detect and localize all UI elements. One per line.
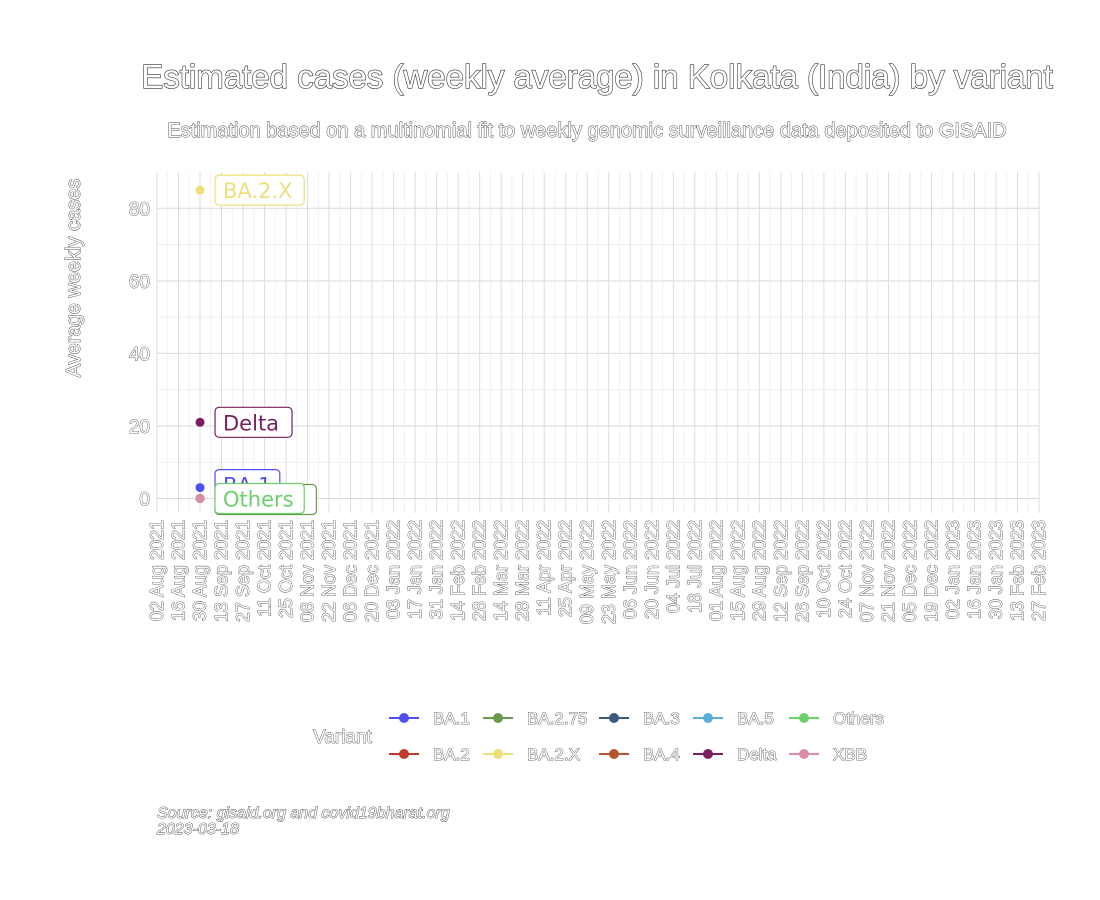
x-tick-label: 16 Jan 2023 xyxy=(964,520,984,619)
data-point-ba-2-x xyxy=(195,185,205,195)
x-tick-label: 07 Nov 2022 xyxy=(857,520,877,622)
legend-label: BA.2.75 xyxy=(527,709,588,728)
x-tick-label: 02 Aug 2021 xyxy=(147,520,167,621)
y-tick-label: 40 xyxy=(129,344,150,365)
x-tick-label: 15 Aug 2022 xyxy=(728,520,748,621)
legend-label: BA.1 xyxy=(433,709,470,728)
data-labels: BA.2.XDeltaBA.1BA.2.75Others xyxy=(214,174,318,516)
x-tick-label: 23 May 2022 xyxy=(599,520,619,624)
legend-item-ba-2: BA.2 xyxy=(389,745,470,764)
x-tick-label: 17 Jan 2022 xyxy=(405,520,425,619)
x-tick-label: 14 Mar 2022 xyxy=(491,520,511,621)
x-tick-label: 09 May 2022 xyxy=(577,520,597,624)
caption-date: 2023-03-18 xyxy=(156,821,239,838)
x-tick-label: 25 Oct 2021 xyxy=(276,520,296,618)
x-tick-label: 20 Jun 2022 xyxy=(642,520,662,619)
legend-item-ba-4: BA.4 xyxy=(599,745,680,764)
legend-label: BA.2.X xyxy=(527,745,580,764)
legend-label: BA.3 xyxy=(643,709,680,728)
data-label-text: Delta xyxy=(223,411,279,435)
data-label-ba-2-x: BA.2.X xyxy=(214,174,305,206)
x-tick-label: 27 Feb 2023 xyxy=(1029,520,1049,621)
x-tick-label: 30 Aug 2021 xyxy=(190,520,210,621)
y-axis-label: Average weekly cases xyxy=(63,179,85,378)
x-tick-label: 24 Oct 2022 xyxy=(835,520,855,618)
x-tick-label: 28 Feb 2022 xyxy=(470,520,490,621)
x-tick-label: 26 Sep 2022 xyxy=(792,520,812,622)
legend-title: Variant xyxy=(313,727,373,748)
x-tick-label: 25 Apr 2022 xyxy=(556,520,576,617)
data-point-xbb xyxy=(195,493,205,503)
x-tick-label: 28 Mar 2022 xyxy=(513,520,533,621)
legend-item-others: Others xyxy=(789,709,884,728)
caption-source: Source: gisaid.org and covid19bharat.org xyxy=(157,805,450,822)
x-tick-label: 31 Jan 2022 xyxy=(427,520,447,619)
legend-item-xbb: XBB xyxy=(789,745,867,764)
y-axis-ticks: 0 20 40 60 80 xyxy=(128,199,150,511)
legend-item-ba-2-x: BA.2.X xyxy=(483,745,580,764)
x-tick-label: 30 Jan 2023 xyxy=(986,520,1006,619)
x-tick-label: 06 Dec 2021 xyxy=(341,520,361,622)
data-label-others: Others xyxy=(214,482,305,515)
x-tick-label: 19 Dec 2022 xyxy=(921,520,941,622)
legend-item-ba-2-75: BA.2.75 xyxy=(483,709,588,728)
x-tick-label: 16 Aug 2021 xyxy=(169,520,189,621)
data-label-text: BA.2.X xyxy=(223,179,293,203)
x-tick-label: 14 Feb 2022 xyxy=(448,520,468,621)
x-tick-label: 13 Sep 2021 xyxy=(212,520,232,622)
x-tick-label: 02 Jan 2023 xyxy=(943,520,963,619)
x-tick-label: 01 Aug 2022 xyxy=(706,520,726,621)
x-tick-label: 06 Jun 2022 xyxy=(620,520,640,619)
x-tick-label: 13 Feb 2023 xyxy=(1007,520,1027,621)
legend-label: Delta xyxy=(737,745,777,764)
x-tick-label: 11 Oct 2021 xyxy=(255,520,275,617)
x-tick-label: 12 Sep 2022 xyxy=(771,520,791,622)
x-tick-label: 08 Nov 2021 xyxy=(298,520,318,622)
data-label-text: Others xyxy=(223,487,294,511)
data-point-delta xyxy=(195,417,205,427)
x-tick-label: 27 Sep 2021 xyxy=(233,520,253,622)
legend-item-ba-5: BA.5 xyxy=(693,709,774,728)
x-tick-label: 04 Jul 2022 xyxy=(663,520,683,613)
legend-item-ba-1: BA.1 xyxy=(389,709,470,728)
chart-title: Estimated cases (weekly average) in Kolk… xyxy=(141,58,1053,95)
x-tick-label: 20 Dec 2021 xyxy=(362,520,382,622)
legend-item-delta: Delta xyxy=(693,745,778,764)
y-tick-label: 0 xyxy=(139,489,150,510)
legend-label: BA.4 xyxy=(643,745,680,764)
legend-label: BA.2 xyxy=(433,745,470,764)
x-tick-label: 11 Apr 2022 xyxy=(534,520,554,616)
x-tick-label: 10 Oct 2022 xyxy=(814,520,834,618)
data-point-ba-1 xyxy=(195,483,205,493)
data-label-delta: Delta xyxy=(214,406,293,438)
x-tick-label: 18 Jul 2022 xyxy=(685,520,705,613)
x-axis-ticks: 02 Aug 2021 16 Aug 2021 30 Aug 2021 13 Sep … xyxy=(147,520,1050,625)
y-tick-label: 20 xyxy=(129,417,150,438)
x-tick-label: 29 Aug 2022 xyxy=(749,520,769,621)
legend-label: XBB xyxy=(833,745,867,764)
legend-label: Others xyxy=(833,709,884,728)
chart-subtitle: Estimation based on a multinomial fit to… xyxy=(167,120,1006,142)
gridlines xyxy=(156,172,1040,513)
x-tick-label: 22 Nov 2021 xyxy=(319,520,339,622)
legend: Variant BA.1 BA.2 BA.2.75 BA.2.X BA.3 BA.4 BA.… xyxy=(313,709,885,765)
x-tick-label: 05 Dec 2022 xyxy=(900,520,920,622)
y-tick-label: 80 xyxy=(129,199,150,220)
x-tick-label: 03 Jan 2022 xyxy=(384,520,404,619)
y-tick-label: 60 xyxy=(129,272,150,293)
legend-label: BA.5 xyxy=(737,709,774,728)
data-points xyxy=(195,185,205,503)
legend-item-ba-3: BA.3 xyxy=(599,709,680,728)
x-tick-label: 21 Nov 2022 xyxy=(878,520,898,622)
